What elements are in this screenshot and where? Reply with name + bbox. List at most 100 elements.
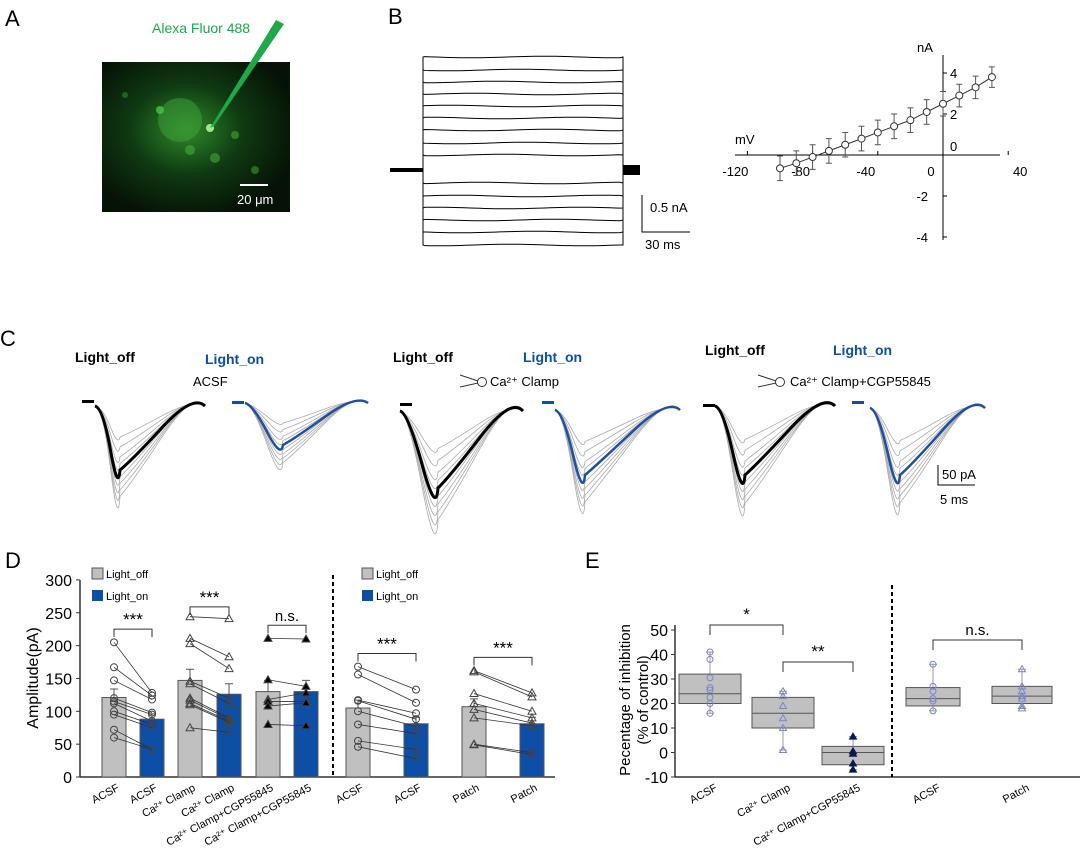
significance-bracket [709, 624, 784, 635]
pair-line [189, 699, 230, 720]
data-point [354, 720, 362, 729]
data-point [939, 99, 947, 108]
pipette-icon [210, 20, 284, 128]
individual-trace [869, 403, 986, 516]
data-point [527, 720, 537, 730]
data-point [778, 686, 788, 695]
error-bar [186, 668, 194, 681]
pair-line [113, 737, 153, 750]
x-tick-label: ACSF [911, 782, 943, 807]
data-point [224, 698, 234, 707]
individual-trace [554, 405, 681, 507]
data-point [469, 739, 479, 749]
significance-bracket [113, 628, 153, 638]
data-point [469, 698, 479, 707]
x-tick-label: 40 [1013, 164, 1027, 179]
data-point [922, 107, 931, 116]
individual-trace [714, 401, 836, 517]
data-point [469, 712, 479, 722]
light-on-label: Light_on [205, 351, 264, 367]
y-tick-label: 50 [54, 737, 72, 754]
panel-label-b: B [388, 4, 403, 29]
significance-bracket [473, 656, 533, 666]
pair-line [473, 693, 533, 712]
data-point [110, 733, 118, 742]
data-point [301, 697, 311, 707]
current-trace [390, 153, 640, 171]
pair-line [357, 710, 417, 727]
data-point [890, 122, 899, 131]
individual-trace [869, 403, 986, 500]
legend-swatch-light-on [92, 590, 103, 601]
light-off-label: Light_off [705, 342, 765, 358]
data-point [706, 700, 714, 707]
light-on-marker [852, 401, 864, 404]
x-tick-label: -120 [722, 164, 748, 179]
current-trace [390, 141, 640, 171]
y-tick-label: 0 [950, 139, 957, 154]
bar-light-off [345, 707, 371, 778]
pair-line [113, 666, 153, 696]
data-point [527, 749, 537, 759]
pair-line [357, 724, 417, 735]
individual-trace [94, 401, 206, 501]
data-point [185, 633, 195, 642]
pair-line [113, 642, 153, 694]
data-point [110, 697, 118, 706]
data-point [263, 633, 273, 642]
data-point [412, 698, 420, 707]
data-point [148, 723, 156, 732]
data-point [224, 663, 234, 673]
pair-line [473, 708, 533, 724]
bar-light-off [461, 706, 487, 778]
data-point [929, 695, 937, 703]
pair-line [113, 680, 153, 700]
current-trace [390, 169, 640, 222]
individual-trace [869, 405, 986, 456]
data-point [1017, 694, 1027, 702]
scale-current-label: 50 pA [942, 467, 976, 482]
y-tick-label: -2 [916, 189, 928, 204]
data-point [110, 699, 118, 708]
legend-label: Light_on [106, 591, 148, 603]
legend-swatch-light-off [91, 567, 104, 580]
data-point [354, 742, 362, 751]
panel-label-a: A [5, 6, 20, 31]
significance-label: n.s. [965, 622, 989, 639]
x-tick-label: ACSF [334, 782, 366, 807]
mean-trace-light-on [554, 405, 681, 485]
legend-swatch-light-on [362, 590, 373, 601]
data-point [412, 709, 420, 718]
data-point [185, 638, 195, 648]
pair-line [189, 643, 230, 669]
data-point [185, 611, 195, 621]
inhibition-box-chart: -10 0 10 20 30 40 50 Pecentage of inhibition (% … [617, 585, 1080, 849]
y-tick-label: 0 [63, 770, 72, 787]
scale-bar-c [937, 465, 975, 486]
pair-line [357, 746, 417, 759]
individual-trace [244, 400, 369, 433]
data-point [301, 634, 311, 643]
current-trace [390, 104, 640, 171]
current-trace [390, 169, 640, 234]
data-point [224, 613, 234, 623]
data-point [929, 697, 937, 705]
data-point [110, 676, 118, 685]
y-tick-label: 2 [950, 107, 957, 122]
significance-bracket [357, 652, 417, 662]
data-point [224, 651, 234, 661]
pair-line [113, 701, 153, 715]
x-tick-label: Patch [451, 782, 481, 806]
data-point [706, 648, 714, 656]
data-point [527, 747, 537, 757]
panel-label-e: E [585, 548, 600, 573]
data-point [706, 655, 714, 663]
data-point [1017, 703, 1027, 712]
box [678, 673, 742, 704]
pair-line [267, 724, 307, 727]
panel-label-c: C [0, 326, 16, 351]
data-point [824, 146, 833, 155]
y-axis-label: Amplitude(pA) [25, 627, 42, 728]
